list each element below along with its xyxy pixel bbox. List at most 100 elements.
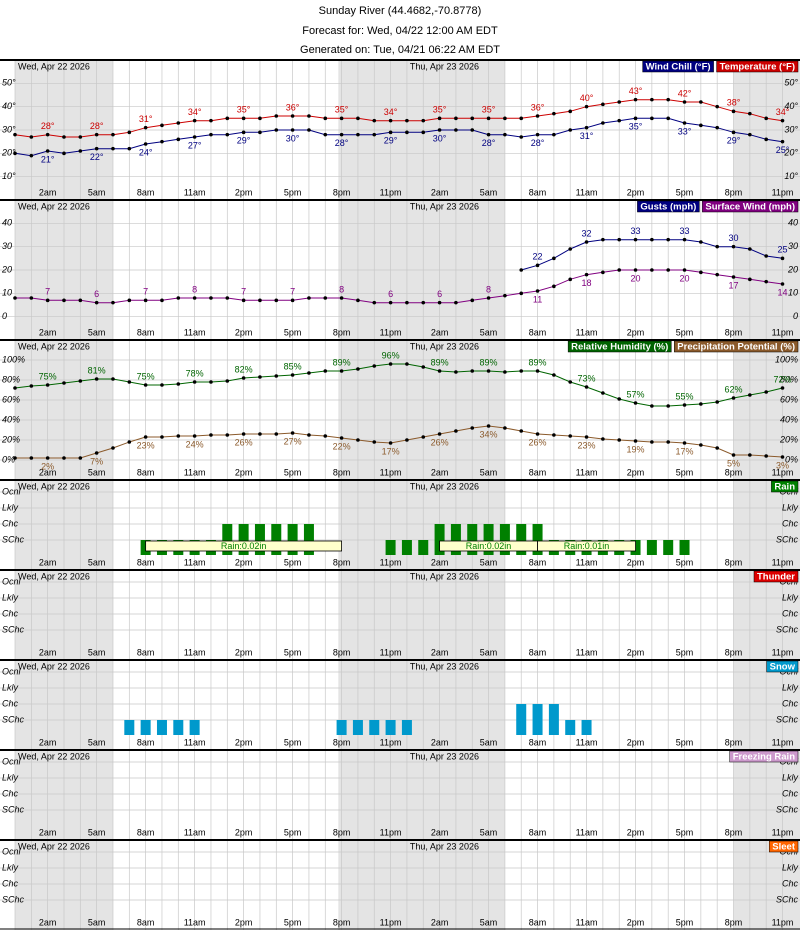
- data-point: [388, 441, 393, 445]
- data-point: [650, 440, 654, 444]
- data-label: 75%: [137, 371, 155, 381]
- data-point: [568, 247, 573, 251]
- y-tick-label: Lkly: [2, 682, 19, 692]
- x-tick-label: 8am: [137, 827, 155, 837]
- bar: [140, 720, 151, 735]
- x-tick-label: 5am: [480, 557, 498, 567]
- data-label: 3%: [776, 460, 789, 470]
- data-point: [503, 132, 507, 137]
- y-tick-label: Ocnl: [2, 486, 22, 496]
- data-point: [339, 436, 344, 440]
- legend-swatch: [753, 570, 799, 583]
- data-point: [111, 377, 115, 381]
- data-point: [731, 275, 736, 279]
- data-label: 7: [45, 287, 50, 297]
- data-point: [111, 146, 115, 151]
- data-point: [192, 118, 197, 123]
- data-point: [780, 256, 785, 261]
- data-point: [13, 456, 17, 460]
- legend-label: Thunder: [757, 572, 795, 583]
- data-point: [111, 300, 115, 305]
- data-point: [682, 268, 687, 272]
- data-point: [356, 298, 360, 303]
- legend-swatch: [729, 750, 799, 763]
- data-point: [307, 371, 311, 375]
- data-point: [225, 132, 230, 137]
- data-point: [307, 296, 311, 300]
- data-point: [503, 426, 507, 430]
- x-tick-label: 8am: [529, 187, 547, 197]
- data-label: 35°: [433, 105, 447, 115]
- data-point: [682, 403, 687, 407]
- data-point: [307, 128, 311, 132]
- y-tick-label-right: 30: [788, 241, 798, 251]
- data-point: [764, 390, 768, 394]
- x-tick-label: 2pm: [627, 647, 645, 657]
- legend-label: Sleet: [772, 842, 796, 853]
- data-point: [601, 121, 605, 125]
- data-point: [519, 268, 524, 272]
- location: Sunday River (44.4682,-70.8778): [319, 5, 482, 17]
- data-label: 26%: [235, 437, 253, 447]
- data-label: 33: [631, 226, 641, 236]
- data-point: [176, 434, 181, 438]
- x-tick-label: 11pm: [380, 827, 402, 837]
- x-tick-label: 5am: [88, 467, 106, 477]
- x-tick-label: 2am: [39, 647, 57, 657]
- x-tick-label: 11am: [184, 557, 206, 567]
- x-tick-label: 5pm: [676, 557, 694, 567]
- data-point: [601, 270, 605, 275]
- data-point: [584, 435, 589, 439]
- data-label: 6: [437, 289, 442, 299]
- data-point: [764, 116, 768, 121]
- legend-item: Sleet: [769, 840, 799, 853]
- x-tick-label: 2pm: [235, 327, 253, 337]
- data-point: [666, 404, 670, 408]
- y-tick-label: Chc: [2, 788, 19, 798]
- x-tick-label: 11pm: [772, 917, 794, 927]
- y-tick-label: 40%: [2, 414, 20, 424]
- data-point: [323, 296, 328, 300]
- date-label: Wed, Apr 22 2026: [18, 571, 90, 581]
- data-point: [78, 298, 83, 303]
- y-tick-label: Chc: [2, 878, 19, 888]
- data-point: [552, 284, 556, 289]
- data-point: [535, 263, 540, 268]
- data-point: [731, 244, 736, 249]
- data-point: [568, 109, 573, 114]
- x-tick-label: 2pm: [235, 647, 253, 657]
- data-point: [519, 116, 524, 121]
- data-point: [748, 132, 752, 137]
- data-point: [650, 404, 654, 408]
- data-point: [470, 128, 475, 132]
- data-point: [176, 382, 181, 386]
- x-tick-label: 11am: [576, 737, 598, 747]
- data-point: [486, 116, 491, 121]
- data-point: [323, 434, 328, 438]
- data-label: 17%: [676, 446, 694, 456]
- data-point: [715, 446, 719, 450]
- data-point: [209, 296, 213, 300]
- y-tick-label-right: SChc: [776, 714, 799, 724]
- data-point: [176, 121, 181, 125]
- x-tick-label: 5am: [88, 647, 106, 657]
- data-point: [535, 432, 540, 436]
- bar: [516, 524, 527, 555]
- data-point: [94, 300, 99, 305]
- y-tick-label-right: 80%: [780, 374, 798, 384]
- data-point: [388, 118, 393, 123]
- y-tick-label-right: Lkly: [782, 772, 799, 782]
- data-label: 34%: [480, 429, 498, 439]
- x-tick-label: 8pm: [333, 827, 351, 837]
- data-point: [160, 383, 164, 387]
- data-point: [715, 125, 719, 130]
- x-tick-label: 11pm: [380, 647, 402, 657]
- data-label: 6: [94, 289, 99, 299]
- x-tick-label: 11am: [184, 467, 206, 477]
- x-tick-label: 8am: [137, 737, 155, 747]
- data-point: [584, 240, 589, 244]
- data-point: [62, 135, 66, 139]
- x-tick-label: 2pm: [235, 187, 253, 197]
- data-point: [568, 380, 573, 384]
- data-point: [437, 128, 442, 132]
